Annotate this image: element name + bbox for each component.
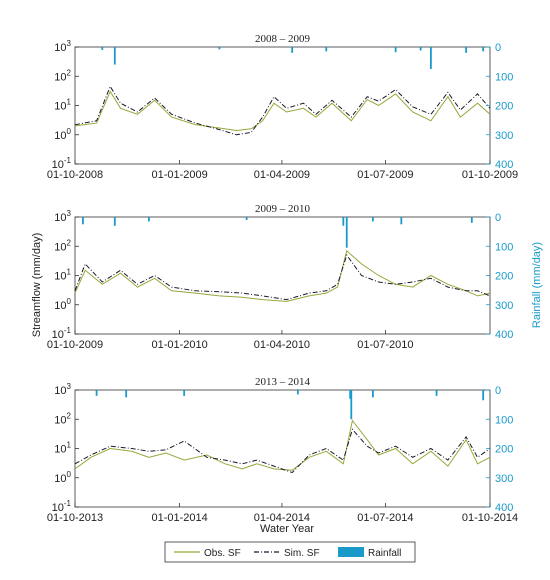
y2-tick-label: 400 <box>495 502 513 514</box>
rainfall-bar <box>371 217 374 222</box>
rainfall-bar <box>325 47 328 52</box>
plot-area <box>74 389 491 508</box>
rainfall-bar <box>113 217 116 226</box>
rainfall-bar <box>218 47 221 50</box>
y-tick-label: 101 <box>54 98 71 113</box>
rainfall-bar <box>245 217 248 220</box>
rainfall-bar <box>183 390 186 396</box>
y2-tick-label: 100 <box>495 414 513 426</box>
x-tick-label: 01-10-2009 <box>462 169 518 181</box>
y-tick-label: 10-1 <box>52 156 72 171</box>
rainfall-bar <box>371 390 374 398</box>
y2-tick-label: 300 <box>495 130 513 142</box>
sim-sf-line <box>74 85 491 136</box>
rainfall-bar <box>350 390 353 420</box>
plot-area <box>74 216 491 335</box>
plot-area <box>74 46 491 165</box>
rainfall-bar <box>291 47 294 53</box>
panel-title: 2009 – 2010 <box>255 203 311 215</box>
rainfall-bar <box>296 390 299 395</box>
y2-tick-label: 0 <box>495 385 501 397</box>
rainfall-bar <box>148 217 150 222</box>
rainfall-bar <box>394 47 397 53</box>
rainfall-bar <box>482 47 485 52</box>
y-tick-label: 102 <box>54 411 71 426</box>
y-tick-label: 102 <box>54 68 71 83</box>
x-tick-label: 01-01-2010 <box>151 339 207 351</box>
y-tick-label: 102 <box>54 238 71 253</box>
y-tick-label: 100 <box>54 297 71 312</box>
rainfall-bar <box>95 390 98 396</box>
x-tick-label: 01-10-2014 <box>462 512 518 524</box>
y-axis-left-label: Streamflow (mm/day) <box>31 233 43 338</box>
panel-1: 2008 – 2009 10-1 100 101 102 103 0 100 200 300 400… <box>47 33 518 181</box>
legend-obs-label: Obs. SF <box>204 548 241 559</box>
y-tick-label: 100 <box>54 127 71 142</box>
x-tick-label: 01-07-2010 <box>357 339 413 351</box>
y2-tick-label: 100 <box>495 241 513 253</box>
rainfall-bar <box>470 217 473 223</box>
x-tick-label: 01-07-2014 <box>357 512 413 524</box>
y2-tick-label: 100 <box>495 71 513 83</box>
y-tick-label: 103 <box>54 209 71 224</box>
legend-rain-label: Rainfall <box>368 548 401 559</box>
x-tick-label: 01-10-2013 <box>47 512 103 524</box>
y2-tick-label: 0 <box>495 42 501 54</box>
panel-3: 2013 – 2014 10-1 100 101 102 103 0 100 200 300 400… <box>47 376 518 524</box>
x-tick-label: 01-07-2009 <box>357 169 413 181</box>
rainfall-bar <box>125 390 128 398</box>
x-tick-label: 01-10-2008 <box>47 169 103 181</box>
y-tick-label: 103 <box>54 382 71 397</box>
rainfall-bar <box>435 390 438 396</box>
rainfall-bar <box>400 217 403 225</box>
y2-tick-label: 400 <box>495 329 513 341</box>
y-tick-label: 103 <box>54 39 71 54</box>
y-tick-label: 100 <box>54 470 71 485</box>
rainfall-bar <box>419 47 422 51</box>
x-tick-label: 01-04-2014 <box>254 512 310 524</box>
y2-tick-label: 200 <box>495 271 513 283</box>
panel-title: 2008 – 2009 <box>255 33 311 45</box>
x-tick-label: 01-10-2009 <box>47 339 103 351</box>
sim-sf-line <box>74 253 491 301</box>
y2-tick-label: 0 <box>495 212 501 224</box>
sim-sf-line <box>74 428 491 474</box>
x-tick-label: 01-04-2009 <box>254 169 310 181</box>
y-tick-label: 10-1 <box>52 326 72 341</box>
rainfall-bar <box>345 217 348 248</box>
obs-sf-line <box>74 90 491 132</box>
rainfall-bar <box>482 390 485 401</box>
y2-tick-label: 300 <box>495 300 513 312</box>
rainfall-bar <box>465 47 468 53</box>
x-tick-label: 01-01-2009 <box>151 169 207 181</box>
y2-tick-label: 400 <box>495 159 513 171</box>
legend-sim-label: Sim. SF <box>284 548 320 559</box>
x-tick-label: 01-01-2014 <box>151 512 207 524</box>
rainfall-bar <box>342 217 345 226</box>
rainfall-bar <box>349 390 352 399</box>
legend: Obs. SF Sim. SF Rainfall <box>164 541 416 563</box>
legend-rain-swatch <box>338 547 364 557</box>
x-axis-label: Water Year <box>260 523 314 535</box>
y-tick-label: 101 <box>54 268 71 283</box>
y-axis-right-label: Rainfall (mm/day) <box>531 242 543 328</box>
y2-tick-label: 200 <box>495 101 513 113</box>
y-tick-label: 10-1 <box>52 499 72 514</box>
x-tick-label: 01-04-2010 <box>254 339 310 351</box>
rainfall-bar <box>429 47 432 69</box>
panel-title: 2013 – 2014 <box>255 376 311 388</box>
y-tick-label: 101 <box>54 441 71 456</box>
y2-tick-label: 300 <box>495 473 513 485</box>
rainfall-bar <box>82 217 84 225</box>
y2-tick-label: 200 <box>495 444 513 456</box>
panel-2: 2009 – 2010 10-1 100 101 102 103 0 100 200 300 400… <box>47 203 514 351</box>
obs-sf-line <box>74 249 491 302</box>
rainfall-bar <box>113 47 116 65</box>
rainfall-bar <box>101 47 104 50</box>
